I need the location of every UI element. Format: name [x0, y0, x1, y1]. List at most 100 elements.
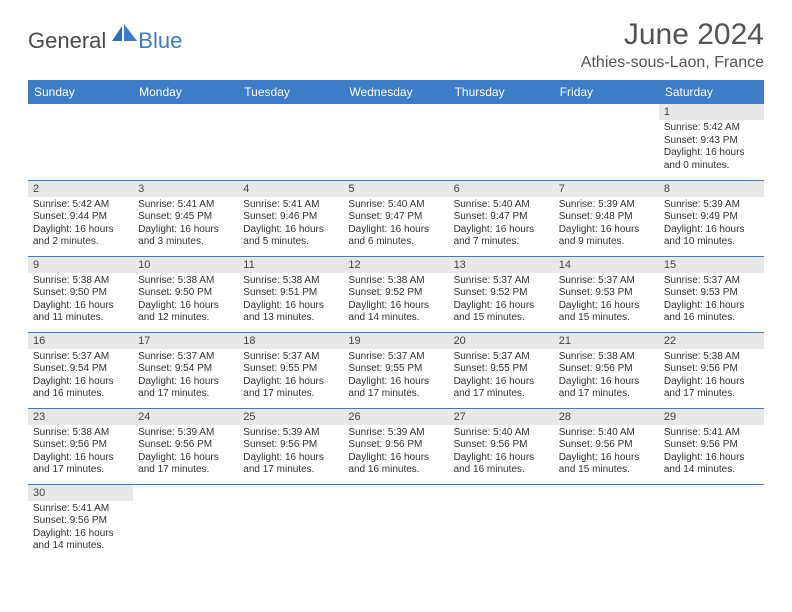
- day-number: 15: [659, 257, 764, 273]
- calendar-cell-empty: [554, 104, 659, 180]
- sunset-text: Sunset: 9:48 PM: [559, 211, 654, 224]
- daylight-text: and 16 minutes.: [33, 388, 128, 401]
- calendar-cell: 2Sunrise: 5:42 AMSunset: 9:44 PMDaylight…: [28, 180, 133, 256]
- daylight-text: Daylight: 16 hours: [664, 224, 759, 237]
- sunset-text: Sunset: 9:53 PM: [664, 287, 759, 300]
- weekday-header-row: Sunday Monday Tuesday Wednesday Thursday…: [28, 80, 764, 104]
- calendar-cell-empty: [554, 484, 659, 560]
- day-info: Sunrise: 5:41 AMSunset: 9:45 PMDaylight:…: [133, 197, 238, 249]
- day-info: Sunrise: 5:37 AMSunset: 9:54 PMDaylight:…: [133, 349, 238, 401]
- day-info: Sunrise: 5:41 AMSunset: 9:56 PMDaylight:…: [659, 425, 764, 477]
- calendar-cell-empty: [449, 104, 554, 180]
- daylight-text: Daylight: 16 hours: [33, 300, 128, 313]
- day-info: Sunrise: 5:38 AMSunset: 9:50 PMDaylight:…: [133, 273, 238, 325]
- sunset-text: Sunset: 9:56 PM: [33, 439, 128, 452]
- sunrise-text: Sunrise: 5:38 AM: [33, 275, 128, 288]
- daylight-text: Daylight: 16 hours: [664, 452, 759, 465]
- calendar-cell: 1Sunrise: 5:42 AMSunset: 9:43 PMDaylight…: [659, 104, 764, 180]
- calendar-cell: 28Sunrise: 5:40 AMSunset: 9:56 PMDayligh…: [554, 408, 659, 484]
- day-number: 16: [28, 333, 133, 349]
- weekday-header: Monday: [133, 80, 238, 104]
- day-number: 23: [28, 409, 133, 425]
- day-number: 5: [343, 181, 448, 197]
- daylight-text: Daylight: 16 hours: [559, 300, 654, 313]
- sunrise-text: Sunrise: 5:37 AM: [33, 351, 128, 364]
- calendar-cell-empty: [343, 104, 448, 180]
- day-number: 2: [28, 181, 133, 197]
- sunrise-text: Sunrise: 5:39 AM: [664, 199, 759, 212]
- daylight-text: Daylight: 16 hours: [348, 452, 443, 465]
- calendar-row: 2Sunrise: 5:42 AMSunset: 9:44 PMDaylight…: [28, 180, 764, 256]
- day-info: Sunrise: 5:38 AMSunset: 9:56 PMDaylight:…: [28, 425, 133, 477]
- daylight-text: Daylight: 16 hours: [454, 376, 549, 389]
- daylight-text: Daylight: 16 hours: [243, 376, 338, 389]
- sail-icon: [112, 24, 138, 47]
- day-number: 1: [659, 104, 764, 120]
- daylight-text: Daylight: 16 hours: [559, 224, 654, 237]
- day-info: Sunrise: 5:37 AMSunset: 9:55 PMDaylight:…: [449, 349, 554, 401]
- daylight-text: Daylight: 16 hours: [454, 300, 549, 313]
- daylight-text: Daylight: 16 hours: [33, 224, 128, 237]
- day-number: 17: [133, 333, 238, 349]
- calendar-cell: 10Sunrise: 5:38 AMSunset: 9:50 PMDayligh…: [133, 256, 238, 332]
- sunset-text: Sunset: 9:52 PM: [454, 287, 549, 300]
- sunset-text: Sunset: 9:56 PM: [138, 439, 233, 452]
- sunrise-text: Sunrise: 5:37 AM: [664, 275, 759, 288]
- sunrise-text: Sunrise: 5:37 AM: [454, 351, 549, 364]
- sunset-text: Sunset: 9:56 PM: [348, 439, 443, 452]
- daylight-text: and 5 minutes.: [243, 236, 338, 249]
- daylight-text: and 17 minutes.: [559, 388, 654, 401]
- calendar-table: Sunday Monday Tuesday Wednesday Thursday…: [28, 80, 764, 560]
- calendar-cell: 19Sunrise: 5:37 AMSunset: 9:55 PMDayligh…: [343, 332, 448, 408]
- sunrise-text: Sunrise: 5:37 AM: [454, 275, 549, 288]
- calendar-cell: 22Sunrise: 5:38 AMSunset: 9:56 PMDayligh…: [659, 332, 764, 408]
- day-number: 3: [133, 181, 238, 197]
- daylight-text: Daylight: 16 hours: [559, 376, 654, 389]
- calendar-cell: 24Sunrise: 5:39 AMSunset: 9:56 PMDayligh…: [133, 408, 238, 484]
- day-info: Sunrise: 5:40 AMSunset: 9:56 PMDaylight:…: [449, 425, 554, 477]
- day-number: 29: [659, 409, 764, 425]
- sunrise-text: Sunrise: 5:38 AM: [138, 275, 233, 288]
- weekday-header: Sunday: [28, 80, 133, 104]
- sunrise-text: Sunrise: 5:41 AM: [33, 503, 128, 516]
- day-number: 24: [133, 409, 238, 425]
- sunrise-text: Sunrise: 5:41 AM: [138, 199, 233, 212]
- weekday-header: Thursday: [449, 80, 554, 104]
- sunrise-text: Sunrise: 5:37 AM: [138, 351, 233, 364]
- day-number: 13: [449, 257, 554, 273]
- sunset-text: Sunset: 9:50 PM: [33, 287, 128, 300]
- daylight-text: Daylight: 16 hours: [243, 452, 338, 465]
- calendar-cell-empty: [133, 104, 238, 180]
- sunrise-text: Sunrise: 5:37 AM: [348, 351, 443, 364]
- daylight-text: and 17 minutes.: [664, 388, 759, 401]
- daylight-text: Daylight: 16 hours: [664, 300, 759, 313]
- day-number: 21: [554, 333, 659, 349]
- calendar-cell: 11Sunrise: 5:38 AMSunset: 9:51 PMDayligh…: [238, 256, 343, 332]
- daylight-text: and 17 minutes.: [454, 388, 549, 401]
- day-number: 19: [343, 333, 448, 349]
- daylight-text: Daylight: 16 hours: [33, 376, 128, 389]
- calendar-cell: 14Sunrise: 5:37 AMSunset: 9:53 PMDayligh…: [554, 256, 659, 332]
- day-number: 11: [238, 257, 343, 273]
- calendar-cell-empty: [449, 484, 554, 560]
- day-number: 26: [343, 409, 448, 425]
- daylight-text: and 16 minutes.: [348, 464, 443, 477]
- day-number: 14: [554, 257, 659, 273]
- calendar-row: 30Sunrise: 5:41 AMSunset: 9:56 PMDayligh…: [28, 484, 764, 560]
- daylight-text: and 14 minutes.: [33, 540, 128, 553]
- sunset-text: Sunset: 9:56 PM: [454, 439, 549, 452]
- daylight-text: and 17 minutes.: [243, 464, 338, 477]
- day-info: Sunrise: 5:40 AMSunset: 9:56 PMDaylight:…: [554, 425, 659, 477]
- calendar-cell-empty: [238, 104, 343, 180]
- day-info: Sunrise: 5:37 AMSunset: 9:53 PMDaylight:…: [554, 273, 659, 325]
- daylight-text: Daylight: 16 hours: [348, 376, 443, 389]
- day-info: Sunrise: 5:41 AMSunset: 9:46 PMDaylight:…: [238, 197, 343, 249]
- daylight-text: Daylight: 16 hours: [664, 376, 759, 389]
- day-info: Sunrise: 5:38 AMSunset: 9:52 PMDaylight:…: [343, 273, 448, 325]
- day-number: 8: [659, 181, 764, 197]
- sunrise-text: Sunrise: 5:37 AM: [559, 275, 654, 288]
- sunrise-text: Sunrise: 5:38 AM: [559, 351, 654, 364]
- day-info: Sunrise: 5:40 AMSunset: 9:47 PMDaylight:…: [343, 197, 448, 249]
- day-number: 20: [449, 333, 554, 349]
- brand-main: General: [28, 28, 106, 54]
